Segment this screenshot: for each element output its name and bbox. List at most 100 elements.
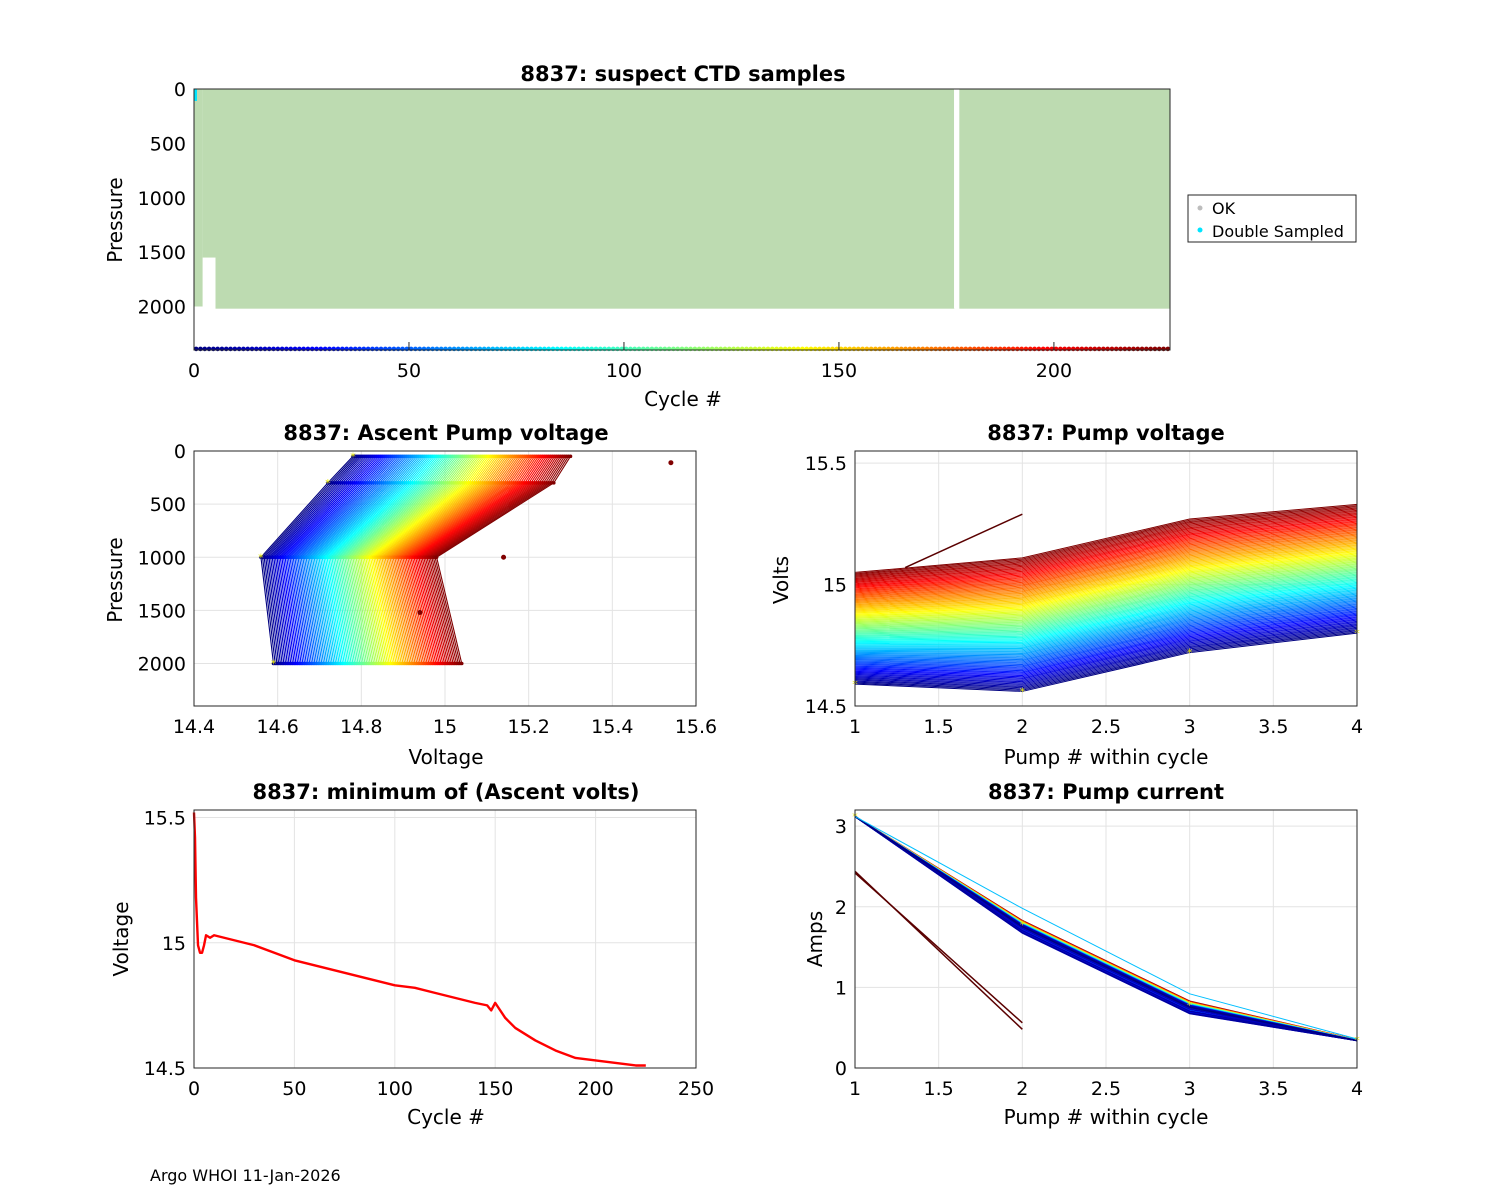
min-voltage-series [192, 812, 646, 1067]
cycle-color-marker [632, 346, 638, 352]
profile-line [854, 520, 1358, 588]
cycle-color-marker [649, 346, 655, 352]
profile-line [854, 508, 1358, 578]
ok-samples-block [959, 89, 1170, 309]
x-tick-label: 250 [678, 1078, 714, 1100]
axes-box [854, 809, 1358, 1069]
profile-line [854, 610, 1358, 669]
cycle-color-marker [365, 346, 371, 352]
profile-line [290, 455, 392, 664]
cycle-color-marker [241, 346, 246, 352]
cycle-color-marker [481, 346, 487, 352]
profile-line [286, 455, 386, 664]
y-tick-label: 1500 [138, 242, 186, 264]
y-tick-label: 14.5 [144, 1058, 186, 1080]
cycle-color-marker [907, 346, 913, 352]
profile-line [368, 455, 488, 664]
profile-line [270, 455, 366, 664]
cycle-color-marker [271, 346, 276, 352]
data-layer [192, 812, 646, 1067]
cycle-color-marker [262, 346, 268, 352]
cycle-color-marker [825, 346, 831, 352]
profile-line [266, 455, 362, 664]
cycle-color-marker [1075, 346, 1080, 352]
y-tick-label: 0 [835, 1058, 847, 1080]
profile-line [854, 562, 1358, 625]
y-axis-label: Volts [769, 556, 793, 604]
tick-labels: 1 1.5 2 2.5 3 3.5 4 14.5 15 15.5 [805, 453, 1363, 738]
profile-line [353, 455, 470, 664]
cycle-color-marker [198, 346, 203, 352]
profile-line [854, 548, 1358, 612]
cycle-color-marker [692, 346, 698, 352]
cycle-color-marker [327, 346, 332, 352]
profile-line [854, 566, 1358, 628]
profile-line [854, 536, 1358, 602]
profile-point [551, 481, 556, 485]
cycle-color-marker [537, 346, 543, 352]
cycle-color-marker [447, 346, 453, 352]
profile-line [377, 455, 500, 664]
y-tick-label: 500 [150, 494, 186, 516]
profile-line [854, 613, 1358, 673]
chart-title: 8837: Pump voltage [987, 421, 1225, 445]
profile-line [410, 456, 540, 664]
profile-line [854, 516, 1358, 585]
cycle-color-marker [954, 346, 960, 352]
cycle-color-marker [215, 346, 220, 352]
cycle-color-marker [288, 346, 294, 352]
panel-ascent-pump-voltage: 8837: Ascent Pump voltage **** 14.4 14.6 1… [103, 421, 717, 769]
cycle-color-marker [1027, 346, 1033, 352]
cycle-color-marker [701, 346, 706, 352]
profile-line [854, 568, 1358, 630]
profile-line [854, 609, 1358, 668]
cycle-color-marker [533, 346, 539, 352]
profile-line [432, 456, 567, 664]
cycle-color-marker [309, 346, 315, 352]
profile-line [854, 564, 1358, 626]
profile-line [302, 455, 406, 664]
profile-line [316, 455, 424, 664]
profile-line [418, 456, 550, 664]
profile-line [854, 547, 1358, 611]
profile-line [344, 455, 458, 664]
cycle-color-marker [645, 346, 650, 352]
profile-line [373, 455, 494, 664]
cycle-color-marker [254, 346, 259, 352]
cycle-color-marker [348, 346, 354, 352]
cycle-color-marker [352, 346, 358, 352]
cycle-color-marker [606, 346, 612, 352]
profile-line [416, 456, 548, 664]
first-profile-star: * [325, 477, 331, 490]
profile-line [854, 598, 1358, 657]
cycle-color-marker [477, 346, 483, 352]
cycle-color-marker [340, 346, 345, 352]
cycle-color-marker [1152, 346, 1158, 352]
cycle-color-marker [688, 346, 693, 352]
profile-line [854, 512, 1358, 581]
cycle-color-marker [765, 346, 771, 352]
cycle-color-marker [546, 346, 552, 352]
profile-line [854, 505, 1358, 574]
cycle-color-marker [718, 346, 723, 352]
tick-labels: 0 50 100 150 200 250 14.5 15 15.5 [144, 808, 714, 1100]
x-tick-label: 15.2 [508, 716, 550, 738]
profile-line [429, 456, 563, 664]
profile-line [379, 455, 502, 664]
first-profile-star: * [1187, 999, 1193, 1012]
y-tick-label: 0 [174, 79, 186, 101]
profile-line [854, 629, 1358, 689]
profile-line [387, 455, 512, 664]
cycle-color-marker [1139, 346, 1145, 352]
cycle-color-marker [714, 346, 719, 352]
cycle-color-marker [236, 346, 242, 352]
cycle-color-marker [202, 346, 208, 352]
cycle-color-marker [344, 346, 349, 352]
cycle-color-marker [696, 346, 702, 352]
outlier-point [668, 460, 674, 466]
profile-line [313, 455, 420, 664]
cycle-color-marker [391, 346, 397, 352]
cycle-color-marker [989, 346, 994, 352]
